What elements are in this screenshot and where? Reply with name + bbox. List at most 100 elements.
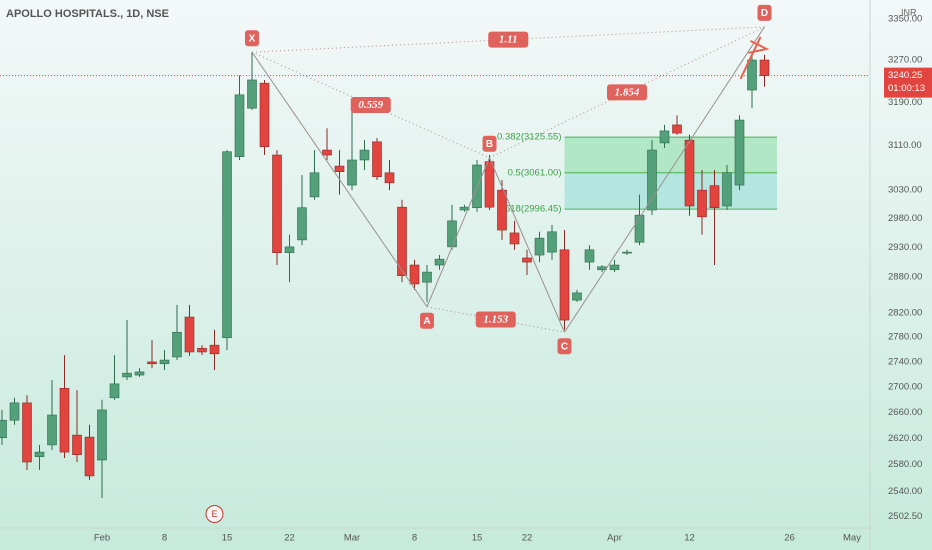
candle-body [309,172,320,198]
candle-body [197,347,207,353]
candle-body [22,402,32,463]
point-badge [757,4,772,21]
fib-zone [564,172,777,210]
y-tick-label: 3350.00 [888,13,922,24]
ratio-line [426,306,565,333]
y-tick-label: 2660.00 [888,407,922,418]
ratio-label: 1.854 [615,86,640,98]
candle-body [347,159,357,186]
ratio-badge [350,96,391,113]
candle-body [222,151,232,339]
pattern-leg [489,157,565,333]
candle-body [359,149,370,161]
candle-body [559,249,570,321]
event-marker [205,505,224,523]
candle-body [622,251,632,254]
x-tick-label: 8 [412,533,417,544]
candle-body [0,419,7,439]
candle-body [397,206,407,276]
candle-body [547,231,557,253]
fib-label: 0.382(3125.55) [497,132,561,143]
y-tick-label: 2540.00 [888,486,922,497]
candle-body [72,434,82,456]
candle-body [672,124,682,134]
event-label: E [211,509,217,519]
candle-body [697,189,707,218]
point-label: C [561,341,568,352]
candle-body [97,409,107,461]
candle-body [759,59,770,76]
point-label: A [423,316,430,327]
y-tick-label: 3030.00 [888,185,922,196]
pattern-leg [251,51,428,308]
candle-body [647,149,657,211]
fib-label: 0.5(3061.00) [508,167,562,178]
last-price-tag [884,67,932,98]
candle-body [422,271,432,283]
candle-body [372,141,382,177]
y-tick-label: 2780.00 [888,332,922,343]
candle-body [484,161,495,208]
candle-body [109,383,120,399]
point-label: D [761,8,768,19]
candle-body [409,264,420,285]
ratio-badge [607,84,647,101]
candle-body [297,207,307,241]
candle-body [322,149,332,156]
candle-body [172,331,182,358]
y-tick-label: 2700.00 [888,382,922,393]
countdown: 01:00:13 [888,83,925,94]
candle-body [234,94,245,157]
ratio-label: 1.11 [499,34,518,46]
pattern-leg [564,26,765,333]
candle-body [584,249,595,263]
point-badge [482,135,497,152]
candle-body [659,130,670,144]
x-tick-label: 22 [284,533,295,544]
candle-body [384,172,395,184]
candle-body [184,316,195,353]
fib-label: 0.618(2996.45) [497,204,561,215]
ratio-line [251,51,490,159]
candle-body [209,344,220,355]
candle-body [122,372,132,378]
plot: 0.382(3125.55) 0.5(3061.00) 0.618(2996.45)… [0,4,870,523]
ratio-label: 1.153 [483,314,508,326]
candle-body [134,371,145,376]
candle-body [47,414,57,446]
point-badge [420,312,434,329]
candle-body [572,292,582,301]
candle-body [247,79,257,109]
candle-body [709,185,720,209]
candle-body [734,119,745,186]
y-tick-label: 2502.50 [888,511,922,522]
candle-body [534,237,545,256]
ratio-badge [488,31,529,48]
currency: INR [901,7,917,17]
ratio-label: 0.559 [358,99,383,111]
fib-zone [564,137,777,173]
x-tick-label: 8 [162,533,167,544]
candle-body [434,258,445,266]
x-tick-label: Mar [344,533,360,544]
candle-body [447,220,457,248]
candle-body [159,359,170,365]
point-badge [245,30,259,47]
y-tick-label: 2980.00 [888,213,922,224]
y-tick-label: 2620.00 [888,433,922,444]
candle-body [684,139,695,207]
candle-body [84,436,95,477]
candle-body [147,361,157,365]
candle-body [497,189,507,231]
candle-body [272,154,282,254]
x-tick-label: 12 [684,533,695,544]
y-tick-label: 3270.00 [888,55,922,66]
x-tick-label: 26 [784,533,795,544]
x-tick-label: May [843,533,861,544]
pattern-leg [426,157,490,307]
x-tick-label: Apr [607,533,622,544]
x-tick-label: 15 [472,533,483,544]
candle-body [334,165,345,172]
